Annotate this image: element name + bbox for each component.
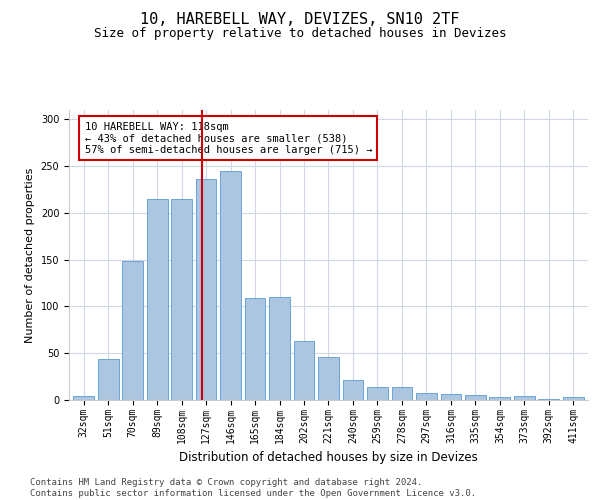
Bar: [392, 387, 412, 400]
Bar: [416, 392, 437, 400]
Bar: [293, 341, 314, 400]
Bar: [563, 397, 584, 400]
Bar: [343, 380, 364, 400]
Bar: [367, 387, 388, 400]
Bar: [245, 298, 265, 400]
Bar: [171, 199, 192, 400]
Bar: [318, 357, 339, 400]
Bar: [514, 396, 535, 400]
Bar: [122, 260, 143, 400]
Bar: [440, 394, 461, 400]
Bar: [220, 171, 241, 400]
Bar: [465, 396, 486, 400]
Bar: [269, 297, 290, 400]
Y-axis label: Number of detached properties: Number of detached properties: [25, 168, 35, 342]
X-axis label: Distribution of detached houses by size in Devizes: Distribution of detached houses by size …: [179, 451, 478, 464]
Bar: [538, 399, 559, 400]
Bar: [147, 199, 167, 400]
Text: Size of property relative to detached houses in Devizes: Size of property relative to detached ho…: [94, 28, 506, 40]
Text: Contains HM Land Registry data © Crown copyright and database right 2024.
Contai: Contains HM Land Registry data © Crown c…: [30, 478, 476, 498]
Bar: [196, 179, 217, 400]
Bar: [98, 359, 119, 400]
Text: 10, HAREBELL WAY, DEVIZES, SN10 2TF: 10, HAREBELL WAY, DEVIZES, SN10 2TF: [140, 12, 460, 28]
Bar: [490, 397, 510, 400]
Bar: [73, 396, 94, 400]
Text: 10 HAREBELL WAY: 118sqm
← 43% of detached houses are smaller (538)
57% of semi-d: 10 HAREBELL WAY: 118sqm ← 43% of detache…: [85, 122, 372, 155]
